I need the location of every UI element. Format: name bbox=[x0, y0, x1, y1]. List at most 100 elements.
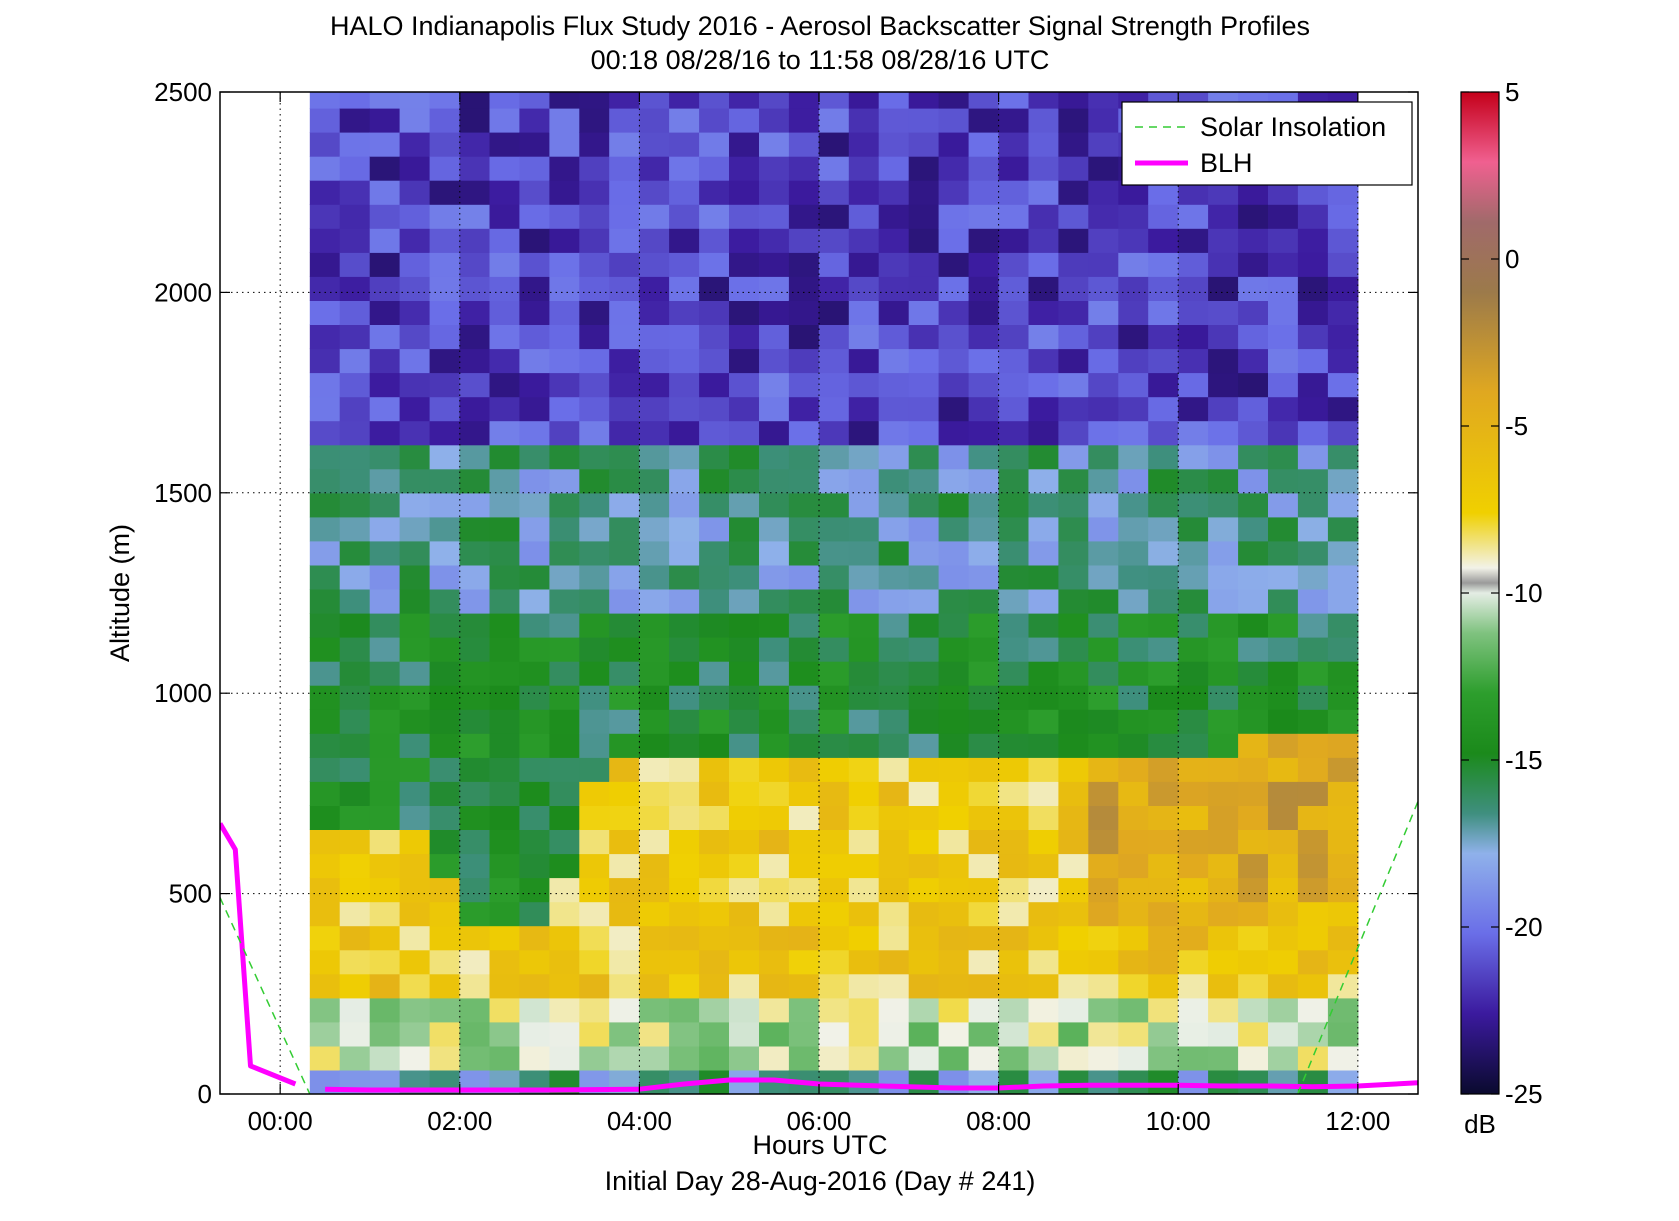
heatmap-cell bbox=[1118, 444, 1149, 470]
heatmap-cell bbox=[908, 829, 940, 855]
heatmap-cell bbox=[639, 348, 670, 374]
heatmap-cell bbox=[339, 949, 371, 975]
heatmap-cell bbox=[908, 228, 940, 253]
heatmap-cell bbox=[1088, 1021, 1119, 1047]
heatmap-cell bbox=[579, 613, 610, 638]
heatmap-cell bbox=[519, 997, 550, 1023]
heatmap-cell bbox=[848, 1070, 880, 1094]
heatmap-cell bbox=[998, 492, 1029, 518]
heatmap-cell bbox=[818, 805, 850, 830]
heatmap-cell bbox=[489, 781, 520, 806]
heatmap-cell bbox=[1238, 276, 1269, 301]
heatmap-cell bbox=[1208, 1045, 1239, 1071]
heatmap-cell bbox=[788, 757, 820, 782]
heatmap-cell bbox=[669, 973, 700, 999]
heatmap-cell bbox=[1297, 997, 1329, 1023]
heatmap-cell bbox=[848, 589, 880, 614]
heatmap-cell bbox=[699, 949, 730, 975]
heatmap-cell bbox=[998, 1070, 1029, 1094]
heatmap-cell bbox=[1327, 516, 1359, 542]
heatmap-cell bbox=[699, 709, 730, 734]
heatmap-cell bbox=[639, 901, 670, 927]
heatmap-cell bbox=[1208, 589, 1239, 614]
heatmap-cell bbox=[729, 564, 760, 590]
heatmap-cell bbox=[938, 348, 970, 374]
heatmap-cell bbox=[1118, 805, 1149, 830]
heatmap-cell bbox=[1088, 228, 1119, 253]
heatmap-cell bbox=[429, 853, 461, 879]
heatmap-cell bbox=[1118, 1021, 1149, 1047]
heatmap-cell bbox=[309, 1045, 341, 1071]
heatmap-cell bbox=[818, 156, 850, 181]
heatmap-cell bbox=[729, 853, 760, 879]
heatmap-cell bbox=[1238, 396, 1269, 422]
heatmap-cell bbox=[1238, 492, 1269, 518]
heatmap-cell bbox=[1088, 925, 1119, 951]
heatmap-cell bbox=[848, 564, 880, 590]
heatmap-cell bbox=[1088, 877, 1119, 903]
heatmap-cell bbox=[639, 781, 670, 806]
heatmap-cell bbox=[759, 420, 790, 446]
heatmap-cell bbox=[459, 1045, 490, 1071]
heatmap-cell bbox=[848, 1021, 880, 1047]
heatmap-cell bbox=[1178, 757, 1209, 782]
heatmap-cell bbox=[429, 420, 461, 446]
heatmap-cell bbox=[1148, 949, 1179, 975]
heatmap-cell bbox=[878, 997, 910, 1023]
heatmap-cell bbox=[1118, 613, 1149, 638]
heatmap-cell bbox=[579, 348, 610, 374]
heatmap-cell bbox=[1178, 877, 1209, 903]
heatmap-cell bbox=[938, 1070, 970, 1094]
heatmap-cell bbox=[429, 997, 461, 1023]
heatmap-cell bbox=[399, 228, 431, 253]
heatmap-cell bbox=[489, 372, 520, 398]
heatmap-cell bbox=[669, 709, 700, 734]
heatmap-cell bbox=[639, 492, 670, 518]
heatmap-cell bbox=[1148, 709, 1179, 734]
heatmap-cell bbox=[1118, 757, 1149, 782]
heatmap-cell bbox=[459, 829, 490, 855]
heatmap-cell bbox=[489, 1045, 520, 1071]
heatmap-cell bbox=[579, 853, 610, 879]
heatmap-cell bbox=[369, 973, 401, 999]
x-tick-label: 00:00 bbox=[248, 1106, 313, 1136]
heatmap-cell bbox=[309, 444, 341, 470]
heatmap-cell bbox=[968, 637, 1000, 662]
heatmap-cell bbox=[369, 156, 401, 181]
heatmap-cell bbox=[339, 156, 371, 181]
heatmap-cell bbox=[429, 348, 461, 374]
heatmap-cell bbox=[579, 252, 610, 277]
heatmap-cell bbox=[1148, 613, 1179, 638]
colorbar-tick-label: -20 bbox=[1505, 912, 1543, 942]
heatmap-cell bbox=[369, 92, 401, 109]
heatmap-cell bbox=[609, 853, 640, 879]
heatmap-cell bbox=[759, 637, 790, 662]
heatmap-cell bbox=[1028, 372, 1059, 398]
heatmap-cell bbox=[788, 877, 820, 903]
heatmap-cell bbox=[369, 997, 401, 1023]
heatmap-cell bbox=[1058, 204, 1089, 229]
y-tick-label: 500 bbox=[169, 879, 212, 909]
heatmap-cell bbox=[1208, 709, 1239, 734]
heatmap-cell bbox=[339, 132, 371, 157]
heatmap-cell bbox=[459, 757, 490, 782]
heatmap-cell bbox=[609, 252, 640, 277]
heatmap-cell bbox=[1028, 300, 1059, 325]
heatmap-cell bbox=[1058, 853, 1089, 879]
heatmap-cell bbox=[339, 564, 371, 590]
heatmap-cell bbox=[968, 949, 1000, 975]
heatmap-cell bbox=[1028, 829, 1059, 855]
heatmap-cell bbox=[309, 92, 341, 109]
heatmap-cell bbox=[399, 853, 431, 879]
heatmap-cell bbox=[369, 564, 401, 590]
heatmap-cell bbox=[609, 300, 640, 325]
colorbar-tick-label: -10 bbox=[1505, 578, 1543, 608]
legend[interactable]: Solar Insolation BLH bbox=[1121, 101, 1413, 186]
heatmap-cell bbox=[848, 180, 880, 205]
heatmap-cell bbox=[549, 733, 580, 758]
heatmap-cell bbox=[609, 661, 640, 686]
y-axis-ticks: 0 500 1000 1500 2000 2500 bbox=[154, 77, 1418, 1109]
heatmap-cell bbox=[938, 925, 970, 951]
heatmap-cell bbox=[1268, 757, 1299, 782]
heatmap-cell bbox=[699, 516, 730, 542]
